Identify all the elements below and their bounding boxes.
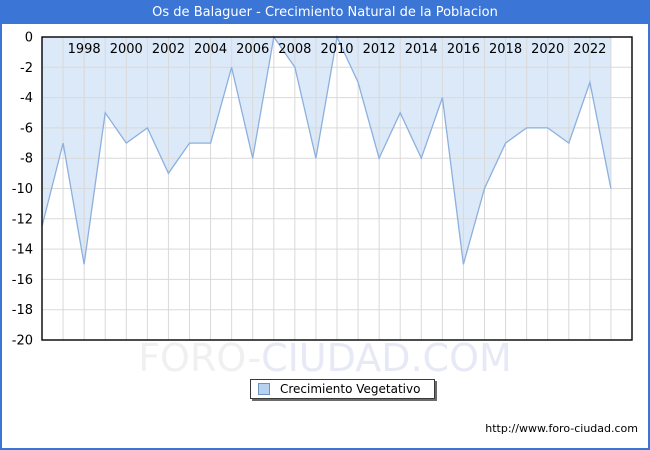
x-tick-label: 2006: [236, 42, 269, 57]
x-tick-label: 2020: [531, 42, 564, 57]
x-tick-label: 2004: [194, 42, 227, 57]
x-tick-label: 2012: [363, 42, 396, 57]
y-tick-label: -4: [20, 91, 33, 106]
y-tick-label: 0: [25, 31, 33, 46]
x-tick-label: 1998: [68, 42, 101, 57]
y-tick-label: -18: [12, 303, 33, 318]
area-series-fill: [42, 37, 611, 265]
y-tick-label: -10: [12, 182, 33, 197]
x-tick-label: 2022: [573, 42, 606, 57]
y-tick-label: -14: [12, 243, 33, 258]
x-tick-label: 2018: [489, 42, 522, 57]
x-tick-label: 2014: [405, 42, 438, 57]
legend-swatch-icon: [258, 383, 270, 395]
chart-title: Os de Balaguer - Crecimiento Natural de …: [152, 5, 498, 20]
plot-border: [41, 36, 633, 341]
footer-url-link[interactable]: http://www.foro-ciudad.com: [485, 422, 638, 435]
x-tick-label: 2008: [278, 42, 311, 57]
x-tick-label: 2010: [320, 42, 353, 57]
y-tick-label: -20: [12, 334, 33, 349]
x-tick-label: 2000: [110, 42, 143, 57]
area-series-line: [41, 34, 612, 265]
y-tick-label: -12: [12, 212, 33, 227]
x-tick-label: 2002: [152, 42, 185, 57]
legend-box: Crecimiento Vegetativo: [250, 379, 436, 399]
legend-label: Crecimiento Vegetativo: [280, 382, 421, 396]
y-tick-label: -6: [20, 121, 33, 136]
y-tick-label: -2: [20, 61, 33, 76]
x-tick-label: 2016: [447, 42, 480, 57]
y-tick-label: -8: [20, 152, 33, 167]
title-bar: Os de Balaguer - Crecimiento Natural de …: [2, 2, 648, 24]
y-tick-label: -16: [12, 273, 33, 288]
